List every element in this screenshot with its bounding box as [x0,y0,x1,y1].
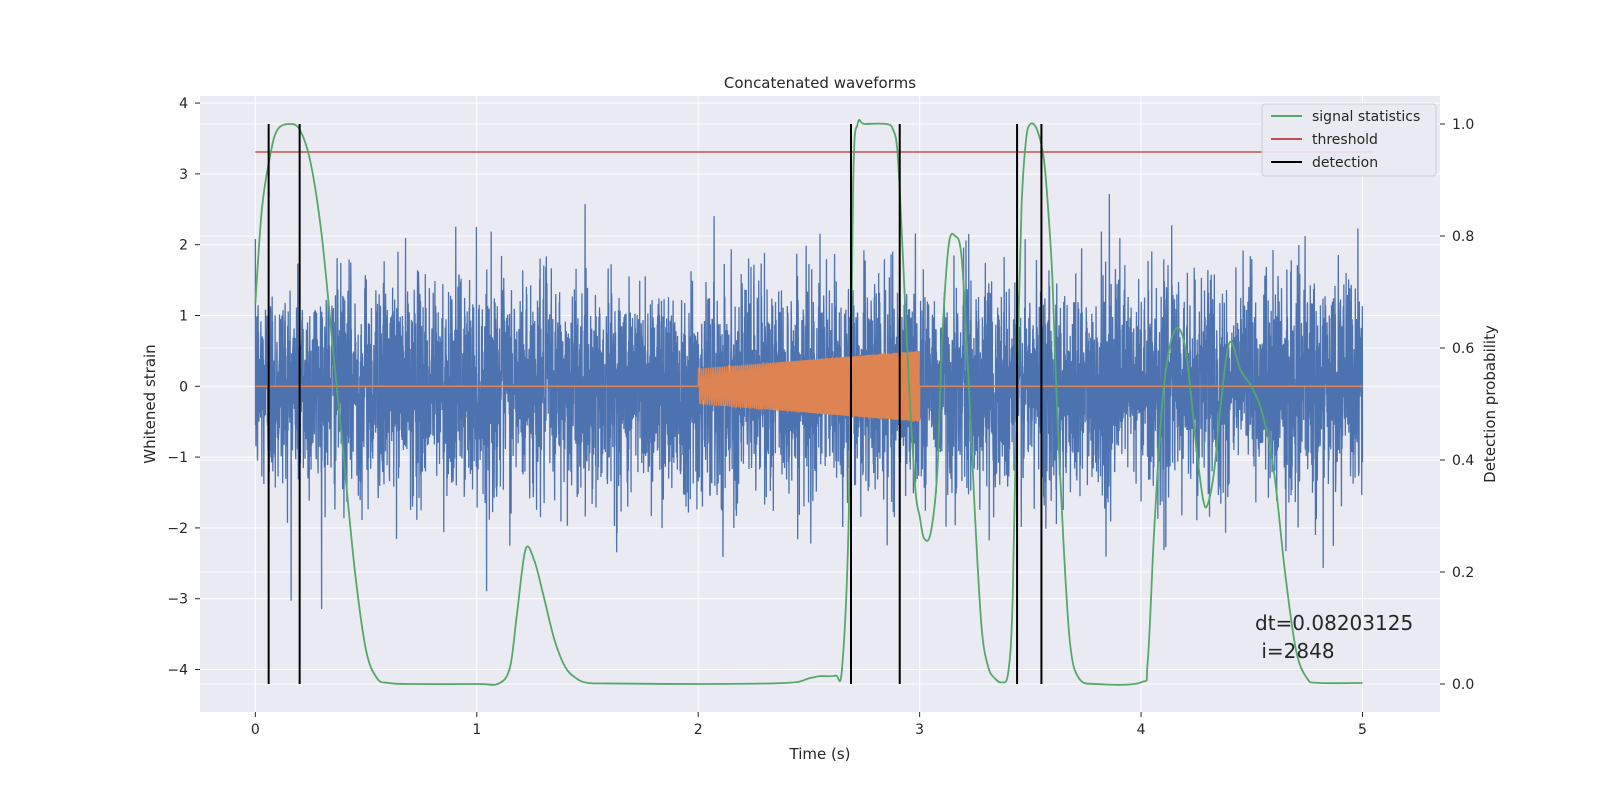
y2-tick-label: 0.4 [1452,453,1474,469]
x-tick-label: 2 [694,722,703,738]
y-tick-label: −2 [167,521,188,537]
x-tick-label: 1 [472,722,481,738]
legend-label-threshold: threshold [1312,132,1378,148]
chirp-signal-line [697,350,921,423]
y-tick-label: −4 [167,663,188,679]
annotation-i: i=2848 [1255,639,1335,663]
x-tick-label: 0 [251,722,260,738]
y2-tick-label: 1.0 [1452,117,1474,133]
y2-axis-label: Detection probability [1481,325,1499,483]
chart-title: Concatenated waveforms [724,74,916,92]
x-tick-label: 4 [1137,722,1146,738]
legend-label-detection: detection [1312,155,1378,171]
signal-statistics-line [254,118,1363,686]
y-tick-label: −1 [167,450,188,466]
strain-noise-line [254,193,1364,610]
y-tick-label: 2 [179,238,188,254]
y2-tick-label: 0.8 [1452,229,1474,245]
axis-layer: 0 1 2 3 4 5 −4 −3 −2 −1 0 1 2 3 4 0.0 0.2 0.4 0.6 0.8 1.0 [167,96,1474,738]
y-tick-label: 0 [179,379,188,395]
y-axis-label: Whitened strain [141,344,159,463]
y-tick-label: 3 [179,167,188,183]
y2-tick-label: 0.6 [1452,341,1474,357]
x-tick-label: 3 [915,722,924,738]
y-tick-label: 4 [179,96,188,112]
x-axis-label: Time (s) [789,745,851,763]
y-tick-label: 1 [179,308,188,324]
y-tick-label: −3 [167,592,188,608]
legend-box [1261,103,1437,177]
y2-tick-label: 0.2 [1452,565,1474,581]
y2-tick-label: 0.0 [1452,677,1474,693]
legend: signal statistics threshold detection [1261,103,1437,177]
x-tick-label: 5 [1358,722,1367,738]
series-layer [254,118,1374,686]
annotation-dt: dt=0.08203125 [1255,611,1413,635]
legend-label-signal: signal statistics [1312,109,1420,125]
